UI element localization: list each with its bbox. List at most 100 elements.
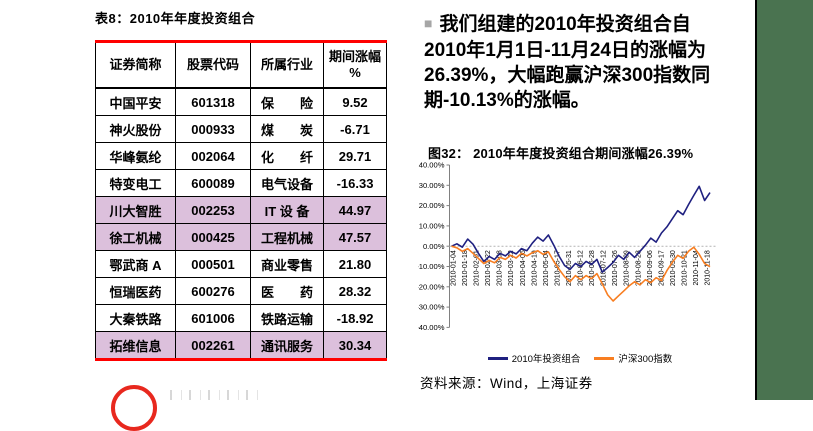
cell-industry: 化 纤 bbox=[250, 142, 324, 170]
column-header: 证券简称 bbox=[95, 41, 176, 89]
y-tick-label: 10.00% bbox=[419, 222, 445, 231]
bullet-square-icon: ■ bbox=[424, 15, 433, 31]
x-tick-label: 2010-11-04 bbox=[693, 250, 700, 285]
x-tick-label: 2010-04-06 bbox=[520, 250, 527, 286]
column-header: 股票代码 bbox=[175, 41, 251, 89]
cell-change: 28.32 bbox=[323, 277, 387, 305]
cell-name: 鄂武商 A bbox=[95, 250, 176, 278]
cell-change: 47.57 bbox=[323, 223, 387, 251]
cell-industry: 煤 炭 bbox=[250, 115, 324, 143]
chart-title: 图32： 2010年年度投资组合期间涨幅26.39% bbox=[428, 146, 694, 161]
table-row: 川大智胜 002253 IT 设 备 44.97 bbox=[95, 196, 387, 224]
table-title: 表8：2010年年度投资组合 bbox=[95, 11, 256, 26]
cell-code: 600089 bbox=[175, 169, 251, 197]
cell-code: 600276 bbox=[175, 277, 251, 305]
x-tick-label: 2010-07-26 bbox=[612, 250, 619, 286]
cell-code: 002261 bbox=[175, 331, 251, 360]
legend-label: 沪深300指数 bbox=[618, 354, 673, 365]
cell-name: 特变电工 bbox=[95, 169, 176, 197]
cell-name: 大秦铁路 bbox=[95, 304, 176, 332]
performance-line-chart: 40.00% 30.00% 20.00% 10.00% 0.00% -10.00% -20.… bbox=[418, 161, 716, 332]
cell-code: 002253 bbox=[175, 196, 251, 224]
y-tick-label: -20.00% bbox=[418, 282, 445, 291]
y-tick-label: -30.00% bbox=[418, 303, 445, 312]
x-tick-label: 2010-05-04 bbox=[543, 250, 550, 286]
page-right-green-sidebar bbox=[755, 0, 813, 400]
cell-code: 002064 bbox=[175, 142, 251, 170]
chart-legend: 2010年投资组合 沪深300指数 bbox=[455, 351, 705, 365]
portfolio-table-header: 证券简称 股票代码 所属行业 期间涨幅 % bbox=[95, 41, 387, 89]
y-tick-label: -40.00% bbox=[418, 323, 445, 332]
cell-code: 000425 bbox=[175, 223, 251, 251]
column-header: 期间涨幅 % bbox=[323, 41, 387, 89]
x-tick-label: 2010-10-21 bbox=[682, 250, 689, 286]
series-line-2010年投资组合 bbox=[451, 185, 711, 273]
cell-industry: 工程机械 bbox=[250, 223, 324, 251]
cell-name: 拓维信息 bbox=[95, 331, 176, 360]
legend-label: 2010年投资组合 bbox=[511, 354, 581, 365]
commentary-text: 我们组建的2010年投资组合自 2010年1月1日-11月24日的涨幅为 26.… bbox=[424, 14, 711, 111]
legend-line-swatch bbox=[487, 356, 508, 360]
table-row: 徐工机械 000425 工程机械 47.57 bbox=[95, 223, 387, 251]
cell-change: -6.71 bbox=[323, 115, 387, 143]
x-tick-label: 2010-02-01 bbox=[474, 250, 481, 286]
cell-change: 21.80 bbox=[323, 250, 387, 278]
table-row: 华峰氨纶 002064 化 纤 29.71 bbox=[95, 142, 387, 170]
cell-name: 川大智胜 bbox=[95, 196, 176, 224]
x-tick-label: 2010-11-18 bbox=[705, 250, 712, 285]
cell-change: -18.92 bbox=[323, 304, 387, 332]
table-row: 恒瑞医药 600276 医 药 28.32 bbox=[95, 277, 387, 305]
x-tick-label: 2010-07-12 bbox=[601, 250, 608, 286]
cell-change: 30.34 bbox=[323, 331, 387, 360]
cell-industry: 铁路运输 bbox=[250, 304, 324, 332]
y-tick-label: -10.00% bbox=[418, 262, 445, 271]
y-tick-label: 40.00% bbox=[419, 161, 445, 170]
cell-change: 29.71 bbox=[323, 142, 387, 170]
column-header: 所属行业 bbox=[250, 41, 324, 89]
x-tick-label: 2010-06-12 bbox=[578, 250, 585, 286]
shanghai-securities-logo-arc bbox=[111, 385, 157, 431]
x-tick-label: 2010-01-04 bbox=[451, 250, 458, 286]
cell-name: 恒瑞医药 bbox=[95, 277, 176, 305]
x-tick-label: 2010-09-06 bbox=[647, 250, 654, 286]
cell-change: 9.52 bbox=[323, 87, 387, 116]
y-tick-label: 0.00% bbox=[423, 242, 445, 251]
chart-source: 资料来源：Wind，上海证券 bbox=[420, 376, 593, 391]
series-line-沪深300指数 bbox=[451, 245, 711, 302]
cell-industry: 医 药 bbox=[250, 277, 324, 305]
x-tick-label: 2010-08-09 bbox=[624, 250, 631, 286]
cell-code: 000933 bbox=[175, 115, 251, 143]
table-row: 神火股份 000933 煤 炭 -6.71 bbox=[95, 115, 387, 143]
x-tick-label: 2010-03-22 bbox=[508, 250, 515, 286]
cell-code: 000501 bbox=[175, 250, 251, 278]
y-tick-label: 30.00% bbox=[419, 181, 445, 190]
logo-text-fragment bbox=[170, 390, 262, 400]
table-row: 特变电工 600089 电气设备 -16.33 bbox=[95, 169, 387, 197]
cell-name: 华峰氨纶 bbox=[95, 142, 176, 170]
x-tick-label: 2010-05-31 bbox=[566, 250, 573, 286]
x-tick-label: 2010-02-22 bbox=[485, 250, 492, 286]
cell-industry: 电气设备 bbox=[250, 169, 324, 197]
legend-line-swatch bbox=[594, 356, 615, 360]
legend-item: 沪深300指数 bbox=[594, 351, 672, 365]
table-row: 拓维信息 002261 通讯服务 30.34 bbox=[95, 331, 387, 360]
cell-industry: 通讯服务 bbox=[250, 331, 324, 360]
cell-code: 601006 bbox=[175, 304, 251, 332]
cell-change: 44.97 bbox=[323, 196, 387, 224]
cell-name: 神火股份 bbox=[95, 115, 176, 143]
cell-name: 中国平安 bbox=[95, 87, 176, 116]
x-tick-label: 2010-01-18 bbox=[462, 250, 469, 286]
portfolio-table: 证券简称 股票代码 所属行业 期间涨幅 % 中国平安 601318 保 险 9.52 神火股份… bbox=[95, 40, 387, 361]
x-tick-label: 2010-06-28 bbox=[589, 250, 596, 286]
cell-industry: 商业零售 bbox=[250, 250, 324, 278]
table-row: 中国平安 601318 保 险 9.52 bbox=[95, 87, 387, 116]
cell-code: 601318 bbox=[175, 87, 251, 116]
x-tick-label: 2010-03-08 bbox=[497, 250, 504, 286]
x-tick-label: 2010-09-30 bbox=[670, 250, 677, 286]
y-tick-label: 20.00% bbox=[419, 201, 445, 210]
cell-name: 徐工机械 bbox=[95, 223, 176, 251]
cell-industry: 保 险 bbox=[250, 87, 324, 116]
commentary-paragraph: ■ 我们组建的2010年投资组合自 2010年1月1日-11月24日的涨幅为 26… bbox=[424, 12, 762, 113]
x-tick-label: 2010-04-19 bbox=[531, 250, 538, 286]
cell-industry: IT 设 备 bbox=[250, 196, 324, 224]
